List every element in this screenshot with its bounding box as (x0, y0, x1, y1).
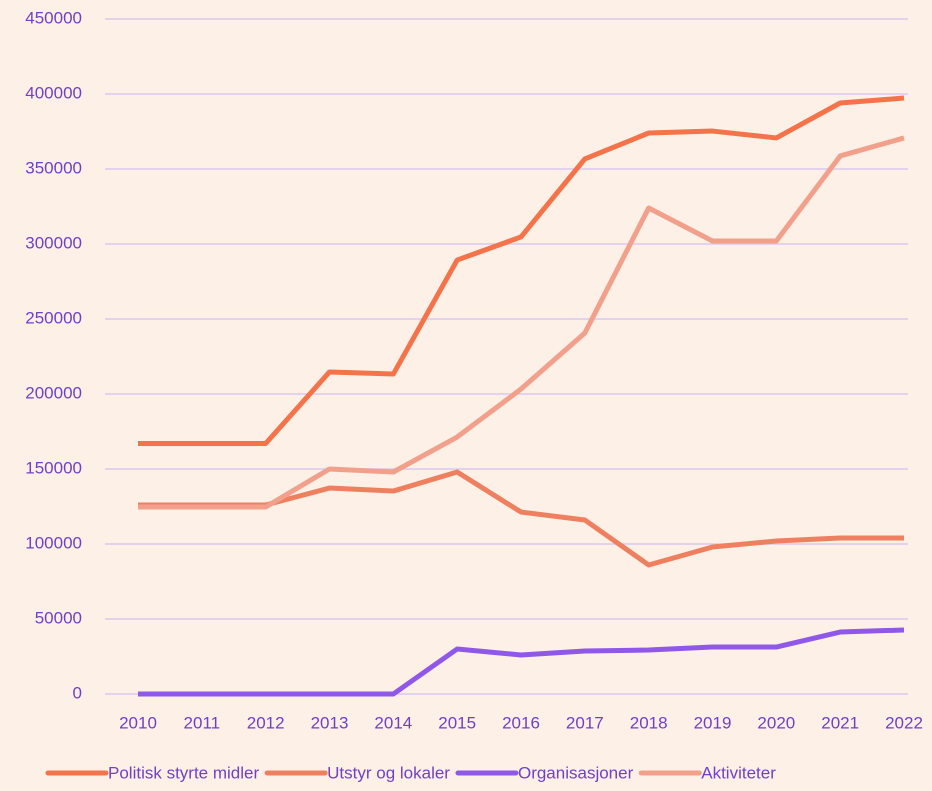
legend-label: Utstyr og lokaler (327, 763, 450, 782)
x-tick-label: 2022 (885, 713, 923, 732)
y-tick-label: 350000 (25, 158, 82, 177)
y-tick-label: 250000 (25, 308, 82, 327)
x-tick-label: 2014 (374, 713, 412, 732)
y-tick-label: 50000 (35, 608, 82, 627)
series-line (138, 627, 905, 697)
x-tick-label: 2021 (821, 713, 859, 732)
legend-label: Organisasjoner (518, 763, 634, 782)
y-tick-label: 150000 (25, 458, 82, 477)
x-tick-label: 2019 (694, 713, 732, 732)
series-line (138, 95, 905, 446)
y-tick-label: 200000 (25, 383, 82, 402)
x-tick-label: 2018 (630, 713, 668, 732)
y-tick-label: 100000 (25, 533, 82, 552)
x-tick-label: 2017 (566, 713, 604, 732)
legend-label: Politisk styrte midler (108, 763, 259, 782)
y-tick-label: 450000 (25, 8, 82, 27)
series-line (138, 135, 905, 510)
x-tick-label: 2015 (438, 713, 476, 732)
x-tick-label: 2010 (119, 713, 157, 732)
y-tick-label: 400000 (25, 83, 82, 102)
series-line (138, 469, 904, 568)
x-tick-label: 2020 (757, 713, 795, 732)
legend-label: Aktiviteter (701, 763, 776, 782)
x-tick-label: 2013 (311, 713, 349, 732)
y-tick-label: 300000 (25, 233, 82, 252)
y-tick-label: 0 (73, 683, 82, 702)
x-tick-label: 2011 (184, 713, 221, 732)
x-tick-label: 2012 (247, 713, 285, 732)
x-tick-label: 2016 (502, 713, 540, 732)
